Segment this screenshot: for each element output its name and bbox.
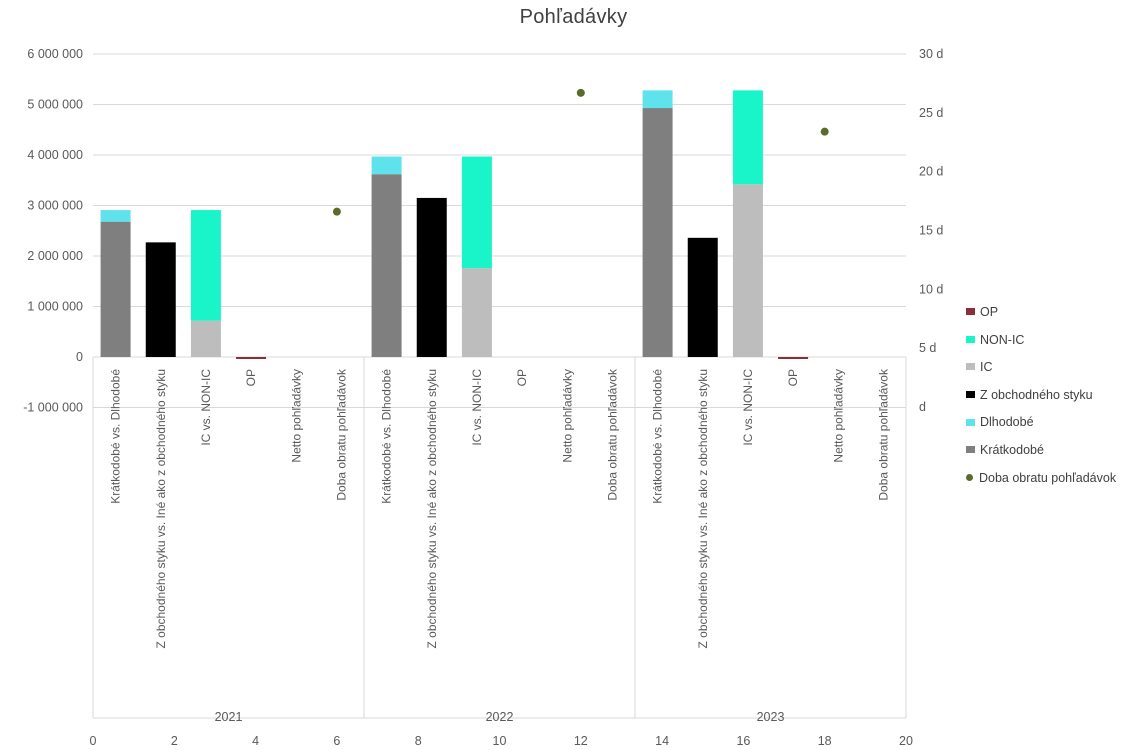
doba-obratu-point — [332, 207, 341, 216]
legend-label: Doba obratu pohľadávok — [979, 470, 1117, 485]
x-secondary-tick-label: 12 — [574, 734, 588, 748]
y-right-tick-label: 15 d — [919, 224, 943, 238]
y-right-tick-label: d — [919, 400, 926, 414]
x-secondary-tick-label: 8 — [415, 734, 422, 748]
x-secondary-tick-label: 14 — [655, 734, 669, 748]
bar-ic — [461, 268, 492, 357]
bar-op — [236, 357, 267, 359]
legend-marker — [966, 418, 975, 426]
x-secondary-tick-label: 10 — [493, 734, 507, 748]
x-secondary-tick-label: 2 — [171, 734, 178, 748]
y-right-tick-label: 30 d — [919, 47, 943, 61]
bar-ic — [190, 320, 221, 357]
x-secondary-tick-label: 4 — [252, 734, 259, 748]
category-label: Krátkodobé vs. Dlhodobé — [380, 369, 394, 504]
category-label: Netto pohľadávky — [289, 369, 303, 463]
category-label: IC vs. NON-IC — [470, 369, 484, 446]
category-label: OP — [515, 369, 529, 386]
bar-z-obchodn-ho-styku — [687, 237, 718, 357]
legend-label: Krátkodobé — [980, 442, 1044, 457]
doba-obratu-point — [576, 88, 585, 97]
y-left-tick-label: 4 000 000 — [27, 148, 83, 162]
y-right-tick-label: 20 d — [919, 165, 943, 179]
bar-non-ic — [732, 90, 763, 185]
legend-label: Dlhodobé — [980, 415, 1034, 430]
legend-item: IC — [966, 357, 1116, 385]
y-left-tick-label: 5 000 000 — [27, 98, 83, 112]
y-left-tick-label: 0 — [76, 350, 83, 364]
category-label: Netto pohľadávky — [831, 369, 845, 463]
category-label: Z obchodného styku vs. Iné ako z obchodn… — [696, 369, 710, 649]
x-secondary-tick-label: 16 — [736, 734, 750, 748]
category-label: Netto pohľadávky — [560, 369, 574, 463]
category-label: Z obchodného styku vs. Iné ako z obchodn… — [425, 369, 439, 649]
bar-z-obchodn-ho-styku — [416, 197, 447, 357]
legend-item: Dlhodobé — [966, 412, 1116, 440]
category-label: Doba obratu pohľadávok — [334, 368, 348, 501]
bar-ic — [732, 184, 763, 357]
legend-marker — [966, 308, 975, 316]
y-left-tick-label: 1 000 000 — [27, 300, 83, 314]
category-label: Krátkodobé vs. Dlhodobé — [651, 369, 665, 504]
doba-obratu-point — [820, 127, 829, 136]
category-label: Doba obratu pohľadávok — [605, 368, 619, 501]
y-right-tick-label: 5 d — [919, 341, 936, 355]
x-secondary-tick-label: 6 — [333, 734, 340, 748]
legend-item: Doba obratu pohľadávok — [966, 468, 1116, 496]
y-left-tick-label: 2 000 000 — [27, 249, 83, 263]
bar-dlhodob- — [100, 210, 131, 222]
x-secondary-tick-label: 18 — [818, 734, 832, 748]
y-right-tick-label: 25 d — [919, 106, 943, 120]
legend-marker — [966, 335, 975, 343]
x-secondary-tick-label: 20 — [899, 734, 913, 748]
legend-item: OP — [966, 302, 1116, 330]
bar-dlhodob- — [371, 156, 402, 175]
y-left-tick-label: 6 000 000 — [27, 47, 83, 61]
legend-item: NON-IC — [966, 330, 1116, 358]
bar-op — [778, 357, 809, 359]
legend-marker — [966, 363, 975, 371]
legend-label: NON-IC — [980, 332, 1025, 347]
legend-marker — [966, 446, 975, 454]
group-year-label: 2022 — [486, 710, 514, 724]
category-label: IC vs. NON-IC — [741, 369, 755, 446]
y-right-tick-label: 10 d — [919, 282, 943, 296]
legend-item: Z obchodného styku — [966, 385, 1116, 413]
chart-title: Pohľadávky — [519, 6, 628, 28]
legend-marker — [966, 473, 973, 481]
legend-marker — [966, 390, 975, 398]
y-left-tick-label: 3 000 000 — [27, 199, 83, 213]
x-secondary-tick-label: 0 — [90, 734, 97, 748]
legend-label: OP — [980, 305, 999, 319]
bar-kr-tkodob- — [100, 221, 131, 357]
bar-non-ic — [190, 210, 221, 321]
bar-kr-tkodob- — [642, 108, 673, 357]
legend-label: Z obchodného styku — [980, 387, 1093, 402]
legend-label: IC — [980, 360, 993, 375]
category-label: IC vs. NON-IC — [199, 369, 213, 446]
legend: OP NON-IC IC Z obchodného styku Dlhodobé Krát… — [966, 302, 1116, 495]
group-year-label: 2023 — [757, 710, 785, 724]
group-year-label: 2021 — [215, 710, 243, 724]
category-label: OP — [244, 369, 258, 386]
category-label: OP — [786, 369, 800, 386]
bar-dlhodob- — [642, 90, 673, 109]
bar-kr-tkodob- — [371, 174, 402, 357]
y-left-tick-label: -1 000 000 — [23, 401, 83, 415]
category-label: Doba obratu pohľadávok — [876, 368, 890, 501]
bar-z-obchodn-ho-styku — [145, 242, 176, 357]
legend-item: Krátkodobé — [966, 440, 1116, 468]
bar-non-ic — [461, 156, 492, 269]
category-label: Krátkodobé vs. Dlhodobé — [109, 369, 123, 504]
category-label: Z obchodného styku vs. Iné ako z obchodn… — [154, 369, 168, 649]
